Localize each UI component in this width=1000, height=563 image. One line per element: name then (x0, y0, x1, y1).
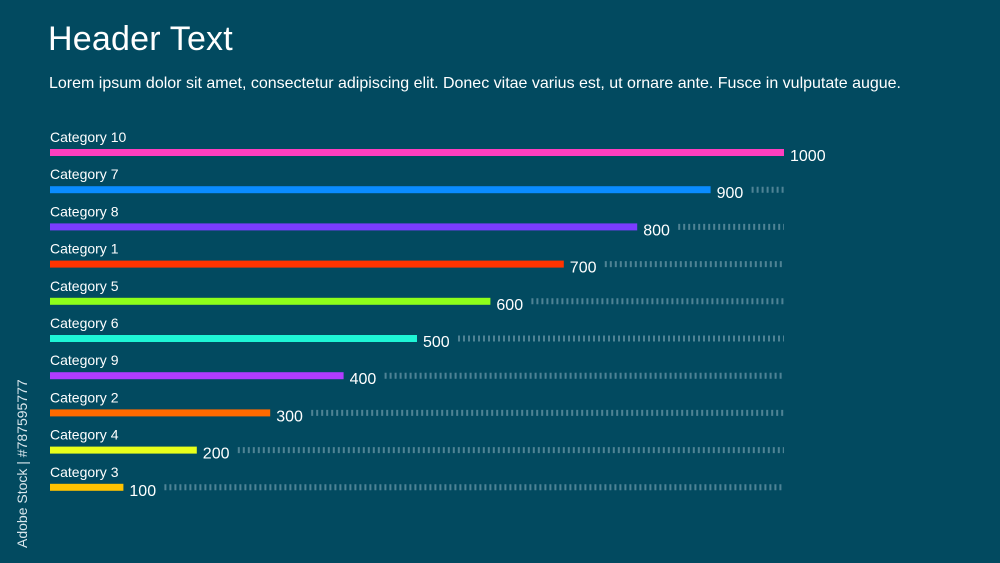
value-label: 1000 (790, 148, 826, 165)
value-label: 900 (717, 185, 744, 202)
value-label: 300 (276, 408, 303, 425)
category-label: Category 2 (50, 389, 119, 405)
bar (50, 335, 417, 342)
category-label: Category 10 (50, 129, 126, 145)
category-label: Category 9 (50, 352, 119, 368)
value-label: 500 (423, 334, 450, 351)
page-subtitle: Lorem ipsum dolor sit amet, consectetur … (49, 75, 901, 92)
bar (50, 149, 784, 156)
bar (50, 260, 564, 268)
category-label: Category 5 (50, 278, 119, 294)
category-label: Category 4 (50, 427, 119, 443)
category-label: Category 7 (50, 166, 119, 182)
bar (50, 297, 491, 305)
value-label: 200 (203, 446, 230, 463)
category-label: Category 3 (50, 464, 119, 480)
side-watermark-text: Adobe Stock | #787595777 (14, 379, 30, 548)
bar (50, 446, 197, 454)
category-label: Category 8 (50, 203, 119, 219)
value-label: 700 (570, 260, 597, 277)
value-label: 100 (129, 483, 156, 500)
bar (50, 409, 271, 417)
category-label: Category 1 (50, 241, 119, 257)
category-label: Category 6 (50, 315, 119, 331)
bar (50, 223, 638, 231)
value-label: 800 (643, 222, 670, 239)
bar (50, 483, 124, 491)
value-label: 600 (496, 297, 523, 314)
page-title: Header Text (48, 20, 233, 58)
bar (50, 372, 344, 380)
bar (50, 186, 711, 194)
value-label: 400 (350, 371, 377, 388)
